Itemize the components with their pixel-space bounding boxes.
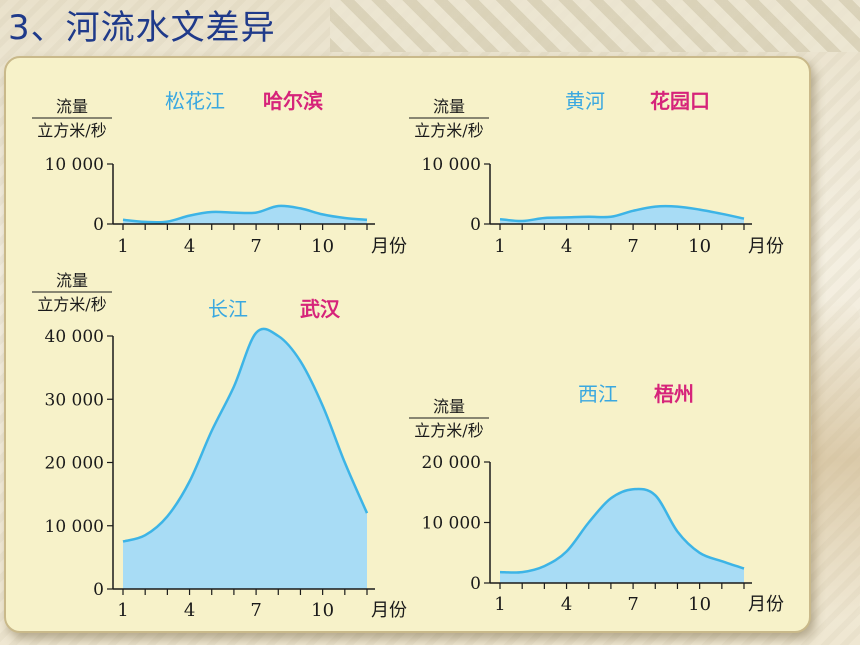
x-axis-title-1: 月份 bbox=[371, 236, 407, 257]
y-tick-label-3-3: 10 000 bbox=[45, 517, 104, 537]
river-name-3: 长江 bbox=[208, 297, 248, 321]
x-tick-label-2-1: 1 bbox=[494, 236, 505, 257]
x-tick-label-1-4: 4 bbox=[184, 236, 195, 257]
slide-title: 3、河流水文差异 bbox=[8, 8, 276, 48]
decorative-ornament bbox=[812, 300, 860, 620]
river-name-1: 松花江 bbox=[165, 89, 225, 113]
y-unit-bottom-3: 立方米/秒 bbox=[37, 295, 106, 314]
flow-area-3 bbox=[123, 328, 367, 589]
x-axis-title-4: 月份 bbox=[748, 594, 784, 615]
x-tick-label-4-7: 7 bbox=[627, 594, 638, 615]
river-name-4: 西江 bbox=[578, 382, 618, 406]
station-name-1: 哈尔滨 bbox=[263, 89, 323, 113]
x-tick-label-1-7: 7 bbox=[250, 236, 261, 257]
x-tick-label-1-10: 10 bbox=[311, 236, 334, 257]
station-name-3: 武汉 bbox=[300, 297, 341, 321]
decorative-border-band bbox=[330, 0, 860, 52]
y-unit-top-2: 流量 bbox=[433, 97, 465, 116]
x-tick-label-3-4: 4 bbox=[184, 600, 195, 621]
x-tick-label-3-7: 7 bbox=[250, 600, 261, 621]
x-tick-label-4-1: 1 bbox=[494, 594, 505, 615]
x-tick-label-2-7: 7 bbox=[627, 236, 638, 257]
x-axis-title-2: 月份 bbox=[748, 236, 784, 257]
x-axis-title-3: 月份 bbox=[371, 600, 407, 621]
x-tick-label-3-10: 10 bbox=[311, 600, 334, 621]
x-tick-label-3-1: 1 bbox=[117, 600, 128, 621]
y-unit-top-3: 流量 bbox=[56, 271, 88, 290]
y-tick-label-4-2: 0 bbox=[470, 574, 481, 594]
x-tick-label-4-10: 10 bbox=[688, 594, 711, 615]
flow-curve-4 bbox=[499, 487, 745, 574]
y-unit-bottom-2: 立方米/秒 bbox=[414, 121, 483, 140]
flow-curve-2 bbox=[499, 204, 745, 223]
y-tick-label-2-1: 0 bbox=[470, 215, 481, 235]
y-unit-bottom-4: 立方米/秒 bbox=[414, 421, 483, 440]
flow-curve-3 bbox=[122, 327, 369, 543]
y-unit-bottom-1: 立方米/秒 bbox=[37, 121, 106, 140]
y-tick-label-3-1: 30 000 bbox=[45, 390, 104, 410]
river-name-2: 黄河 bbox=[565, 89, 605, 113]
x-tick-label-2-10: 10 bbox=[688, 236, 711, 257]
x-tick-label-1-1: 1 bbox=[117, 236, 128, 257]
y-tick-label-3-4: 0 bbox=[93, 580, 104, 600]
flow-area-4 bbox=[500, 488, 744, 583]
y-tick-label-3-0: 40 000 bbox=[45, 327, 104, 347]
y-tick-label-1-0: 10 000 bbox=[45, 155, 104, 175]
flow-curve-1 bbox=[122, 204, 368, 224]
y-tick-label-3-2: 20 000 bbox=[45, 454, 104, 474]
x-tick-label-4-4: 4 bbox=[561, 594, 572, 615]
y-tick-label-4-1: 10 000 bbox=[422, 514, 481, 534]
y-tick-label-2-0: 10 000 bbox=[422, 155, 481, 175]
y-tick-label-1-1: 0 bbox=[93, 215, 104, 235]
y-unit-top-1: 流量 bbox=[56, 97, 88, 116]
y-tick-label-4-0: 20 000 bbox=[422, 453, 481, 473]
station-name-2: 花园口 bbox=[650, 89, 710, 113]
y-unit-top-4: 流量 bbox=[433, 397, 465, 416]
station-name-4: 梧州 bbox=[654, 382, 694, 406]
x-tick-label-2-4: 4 bbox=[561, 236, 572, 257]
